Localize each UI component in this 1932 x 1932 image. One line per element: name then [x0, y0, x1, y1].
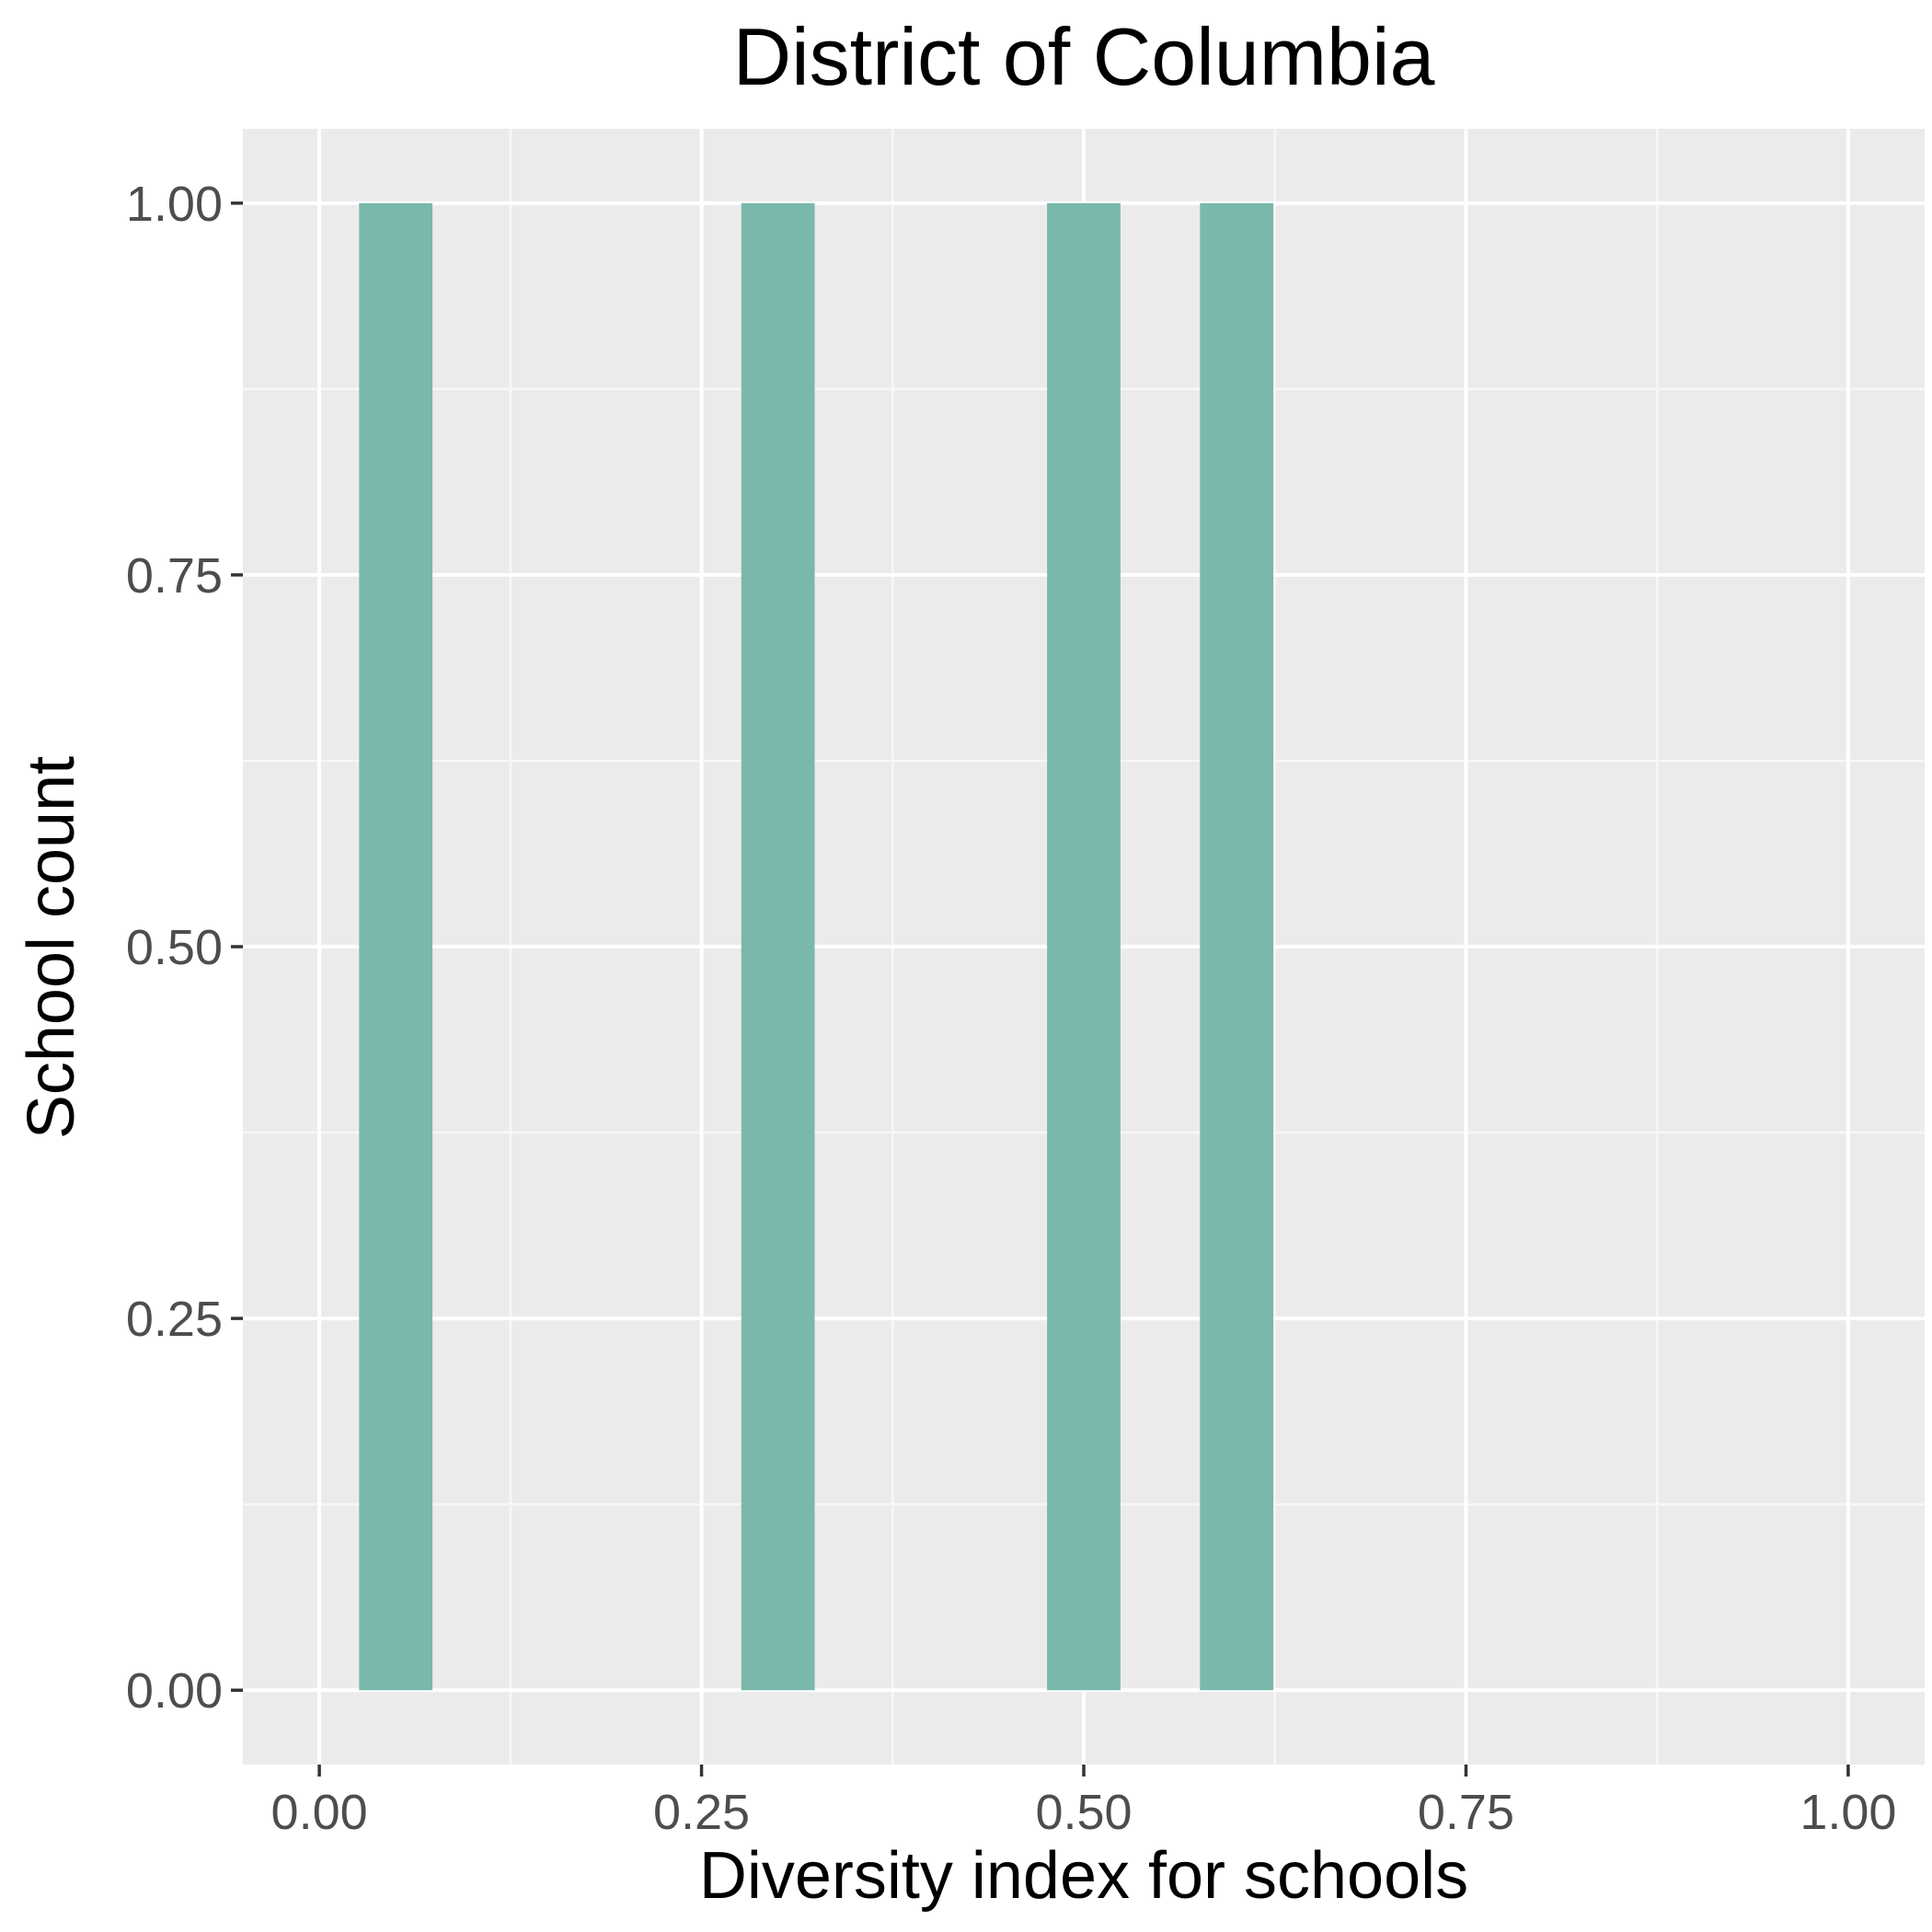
histogram-bar-1 — [359, 202, 433, 1691]
y-tick-label: 1.00 — [126, 177, 223, 232]
x-tick-label: 0.50 — [1035, 1785, 1132, 1840]
y-tick-label: 0.25 — [126, 1292, 223, 1347]
histogram-bar-2 — [741, 202, 815, 1691]
y-axis: 0.00 0.25 0.50 0.75 1.00 — [126, 177, 243, 1719]
y-axis-title: School count — [15, 756, 88, 1139]
x-tick-label: 0.00 — [271, 1785, 368, 1840]
histogram-bar-4 — [1200, 202, 1274, 1691]
x-tick-label: 1.00 — [1800, 1785, 1896, 1840]
x-axis: 0.00 0.25 0.50 0.75 1.00 — [271, 1765, 1896, 1840]
y-tick-label: 0.00 — [126, 1663, 223, 1719]
y-tick-label: 0.75 — [126, 548, 223, 604]
x-tick-label: 0.25 — [653, 1785, 750, 1840]
histogram-bars — [359, 202, 1274, 1691]
x-axis-title: Diversity index for schools — [699, 1839, 1468, 1913]
chart-title: District of Columbia — [733, 11, 1435, 102]
x-tick-label: 0.75 — [1418, 1785, 1514, 1840]
histogram-bar-3 — [1047, 202, 1121, 1691]
y-tick-label: 0.50 — [126, 920, 223, 975]
